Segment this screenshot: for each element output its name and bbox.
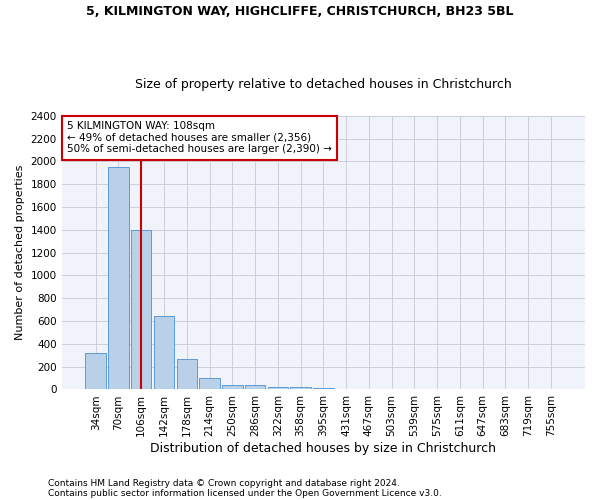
Bar xyxy=(268,386,288,390)
Y-axis label: Number of detached properties: Number of detached properties xyxy=(15,165,25,340)
Text: Contains HM Land Registry data © Crown copyright and database right 2024.: Contains HM Land Registry data © Crown c… xyxy=(48,478,400,488)
Bar xyxy=(199,378,220,390)
Title: Size of property relative to detached houses in Christchurch: Size of property relative to detached ho… xyxy=(135,78,512,91)
Bar xyxy=(108,167,129,390)
Bar xyxy=(176,358,197,390)
Bar xyxy=(131,230,151,390)
Text: 5, KILMINGTON WAY, HIGHCLIFFE, CHRISTCHURCH, BH23 5BL: 5, KILMINGTON WAY, HIGHCLIFFE, CHRISTCHU… xyxy=(86,5,514,18)
X-axis label: Distribution of detached houses by size in Christchurch: Distribution of detached houses by size … xyxy=(151,442,496,455)
Bar xyxy=(222,385,242,390)
Text: Contains public sector information licensed under the Open Government Licence v3: Contains public sector information licen… xyxy=(48,488,442,498)
Bar xyxy=(85,353,106,390)
Text: 5 KILMINGTON WAY: 108sqm
← 49% of detached houses are smaller (2,356)
50% of sem: 5 KILMINGTON WAY: 108sqm ← 49% of detach… xyxy=(67,122,332,154)
Bar xyxy=(245,385,265,390)
Bar xyxy=(313,388,334,390)
Bar xyxy=(290,387,311,390)
Bar xyxy=(154,316,174,390)
